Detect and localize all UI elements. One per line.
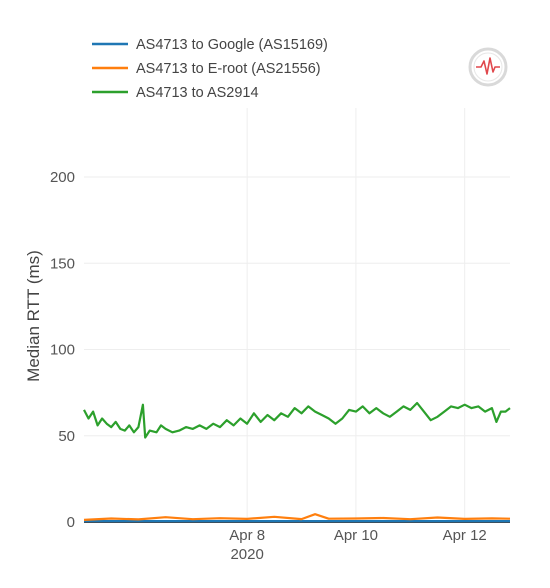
y-tick-label: 200 [50,169,75,186]
y-tick-label: 100 [50,342,75,359]
x-tick-label: Apr 12 [443,527,487,544]
x-tick-label: Apr 8 [229,527,265,544]
y-tick-label: 0 [67,514,75,531]
legend-item[interactable]: AS4713 to E-root (AS21556) [92,61,321,77]
legend-item[interactable]: AS4713 to Google (AS15169) [92,37,328,53]
ihr-logo-icon[interactable] [468,47,508,87]
x-axis-ticks: Apr 8 2020 Apr 10 Apr 12 [229,527,487,563]
grid-lines [84,108,510,523]
legend[interactable]: AS4713 to Google (AS15169) AS4713 to E-ro… [92,37,328,101]
legend-label: AS4713 to Google (AS15169) [136,37,328,53]
x-tick-label: Apr 10 [334,527,378,544]
x-tick-sublabel: 2020 [230,546,263,563]
legend-label: AS4713 to E-root (AS21556) [136,61,321,77]
y-axis-title: Median RTT (ms) [24,250,43,382]
series-line-1[interactable] [83,513,511,521]
legend-item[interactable]: AS4713 to AS2914 [92,85,259,101]
y-tick-label: 150 [50,255,75,272]
series-layer [83,401,511,523]
legend-label: AS4713 to AS2914 [136,85,259,101]
y-axis-ticks: 0 50 100 150 200 [50,169,75,531]
series-line-2[interactable] [83,401,511,439]
y-tick-label: 50 [58,428,75,445]
